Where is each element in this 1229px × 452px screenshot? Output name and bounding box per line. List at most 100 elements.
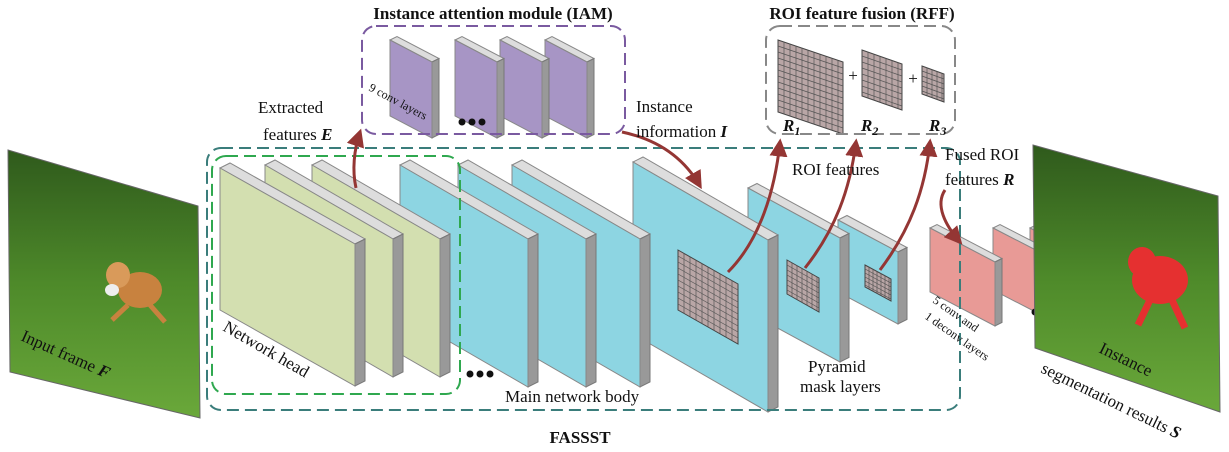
slab-side [897, 246, 908, 325]
grid-line [677, 261, 739, 297]
r1-label: R1 [782, 116, 800, 138]
grid-line [861, 85, 903, 101]
symbol: S [1167, 421, 1184, 442]
arrows [346, 128, 963, 274]
slab-face [389, 39, 433, 139]
subscript: 2 [871, 124, 878, 138]
grid-line [777, 63, 844, 87]
grid-line [777, 57, 844, 81]
grid-line [786, 284, 820, 304]
slab-side [439, 233, 451, 378]
slab-side [586, 57, 595, 139]
slab-face [929, 227, 996, 327]
segmented-dog [1128, 247, 1189, 330]
grid-line [921, 80, 945, 90]
slab-side [767, 234, 779, 413]
grid-line [677, 303, 739, 339]
subscript: 3 [939, 124, 946, 138]
ellipsis-dot [476, 370, 484, 378]
grid-line [921, 75, 945, 85]
head-box [211, 155, 461, 395]
grid-line [861, 91, 903, 107]
symbol: R [1002, 170, 1014, 189]
slab-side [431, 57, 440, 139]
plus: + [848, 66, 858, 85]
symbol: R [782, 116, 794, 135]
arrow [726, 138, 788, 274]
main-body-label: Main network body [505, 387, 640, 406]
symbol: E [320, 125, 332, 144]
subscript: 1 [794, 124, 800, 138]
instance-label: information I [636, 122, 729, 141]
roi-grid [786, 259, 820, 313]
grid-line [777, 75, 844, 99]
slab-side [541, 57, 550, 139]
grid-line [777, 105, 844, 129]
grid-line [921, 70, 945, 80]
instance-label: Instance [636, 97, 693, 116]
shapes [218, 35, 1101, 413]
grid-line [786, 289, 820, 309]
ellipsis-dot [486, 370, 494, 378]
text: features [945, 170, 999, 189]
grid-line [677, 297, 739, 333]
arrow [878, 138, 938, 271]
grid-line [864, 268, 892, 284]
r2-label: R2 [860, 116, 878, 138]
ellipsis-dot [466, 370, 474, 378]
slab-side [994, 257, 1003, 327]
slab-side [527, 233, 539, 388]
fused-label: features R [945, 170, 1014, 189]
output-frame-image [1032, 144, 1221, 413]
grid-line [861, 79, 903, 95]
r3-label: R3 [928, 116, 946, 138]
slab-side [354, 238, 366, 387]
grid-line [864, 272, 892, 288]
roi-grid [921, 65, 945, 103]
grid-line [677, 273, 739, 309]
grid-line [864, 284, 892, 300]
fused-label: Fused ROI [945, 145, 1019, 164]
grid-line [864, 276, 892, 292]
framework-title: FASSST [549, 428, 611, 447]
grid-line [864, 280, 892, 296]
grid-line [777, 45, 844, 69]
slab-side [585, 233, 597, 388]
extracted-label: Extracted [258, 98, 324, 117]
grid-line [786, 274, 820, 294]
grid-line [677, 285, 739, 321]
slab-face [219, 167, 356, 387]
plus: + [908, 69, 918, 88]
symbol: R [928, 116, 940, 135]
arrow [939, 189, 963, 245]
slab-face [454, 39, 498, 139]
roi-grid [864, 264, 892, 302]
ellipsis-dot [458, 118, 466, 126]
text: information [636, 122, 717, 141]
grid-line [777, 69, 844, 93]
symbol: I [720, 122, 729, 141]
rff-box [765, 25, 956, 135]
iam-box [361, 25, 626, 135]
grid-line [861, 55, 903, 71]
slab-side [839, 232, 850, 363]
text: features [263, 125, 317, 144]
grid-line [921, 90, 945, 100]
iam-title: Instance attention module (IAM) [373, 4, 612, 23]
grid-line [861, 73, 903, 89]
ellipsis-dot [478, 118, 486, 126]
pyramid-label: Pyramid [808, 357, 866, 376]
grid-line [786, 269, 820, 289]
grid-line [786, 264, 820, 284]
grid-line [677, 291, 739, 327]
arrow [346, 128, 364, 189]
fassst-box [206, 147, 961, 411]
grid-line [777, 99, 844, 123]
symbol: R [860, 116, 872, 135]
grid-line [777, 81, 844, 105]
arrow [803, 138, 864, 269]
grid-line [777, 93, 844, 117]
grid-line [677, 279, 739, 315]
